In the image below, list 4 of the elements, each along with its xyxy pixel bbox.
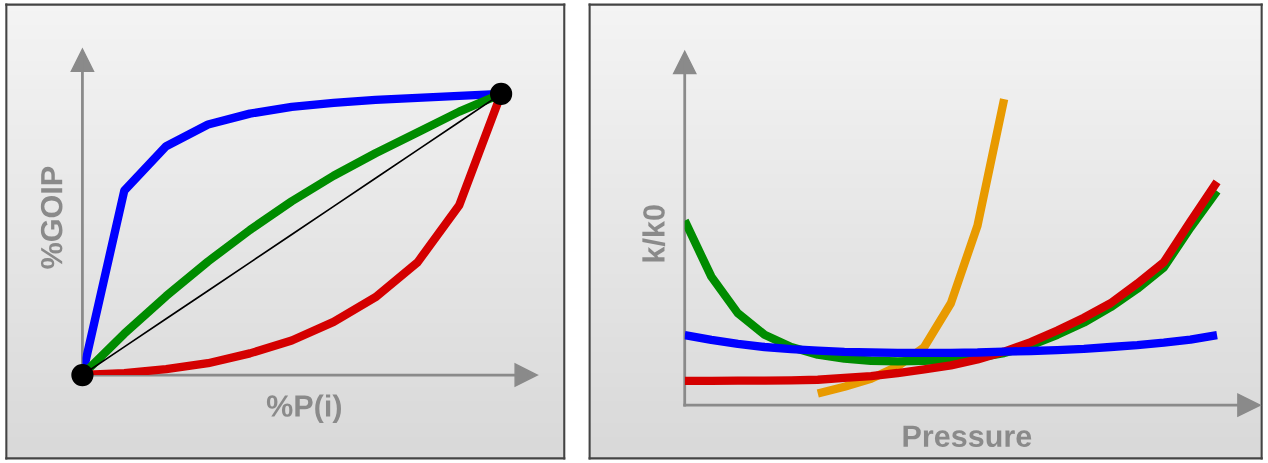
y-axis-title: %GOIP	[40, 166, 63, 269]
y-axis-title: k/k0	[642, 205, 666, 262]
x-axis-title: %P(i)	[266, 394, 341, 423]
x-axis-title: Pressure	[903, 425, 1032, 448]
